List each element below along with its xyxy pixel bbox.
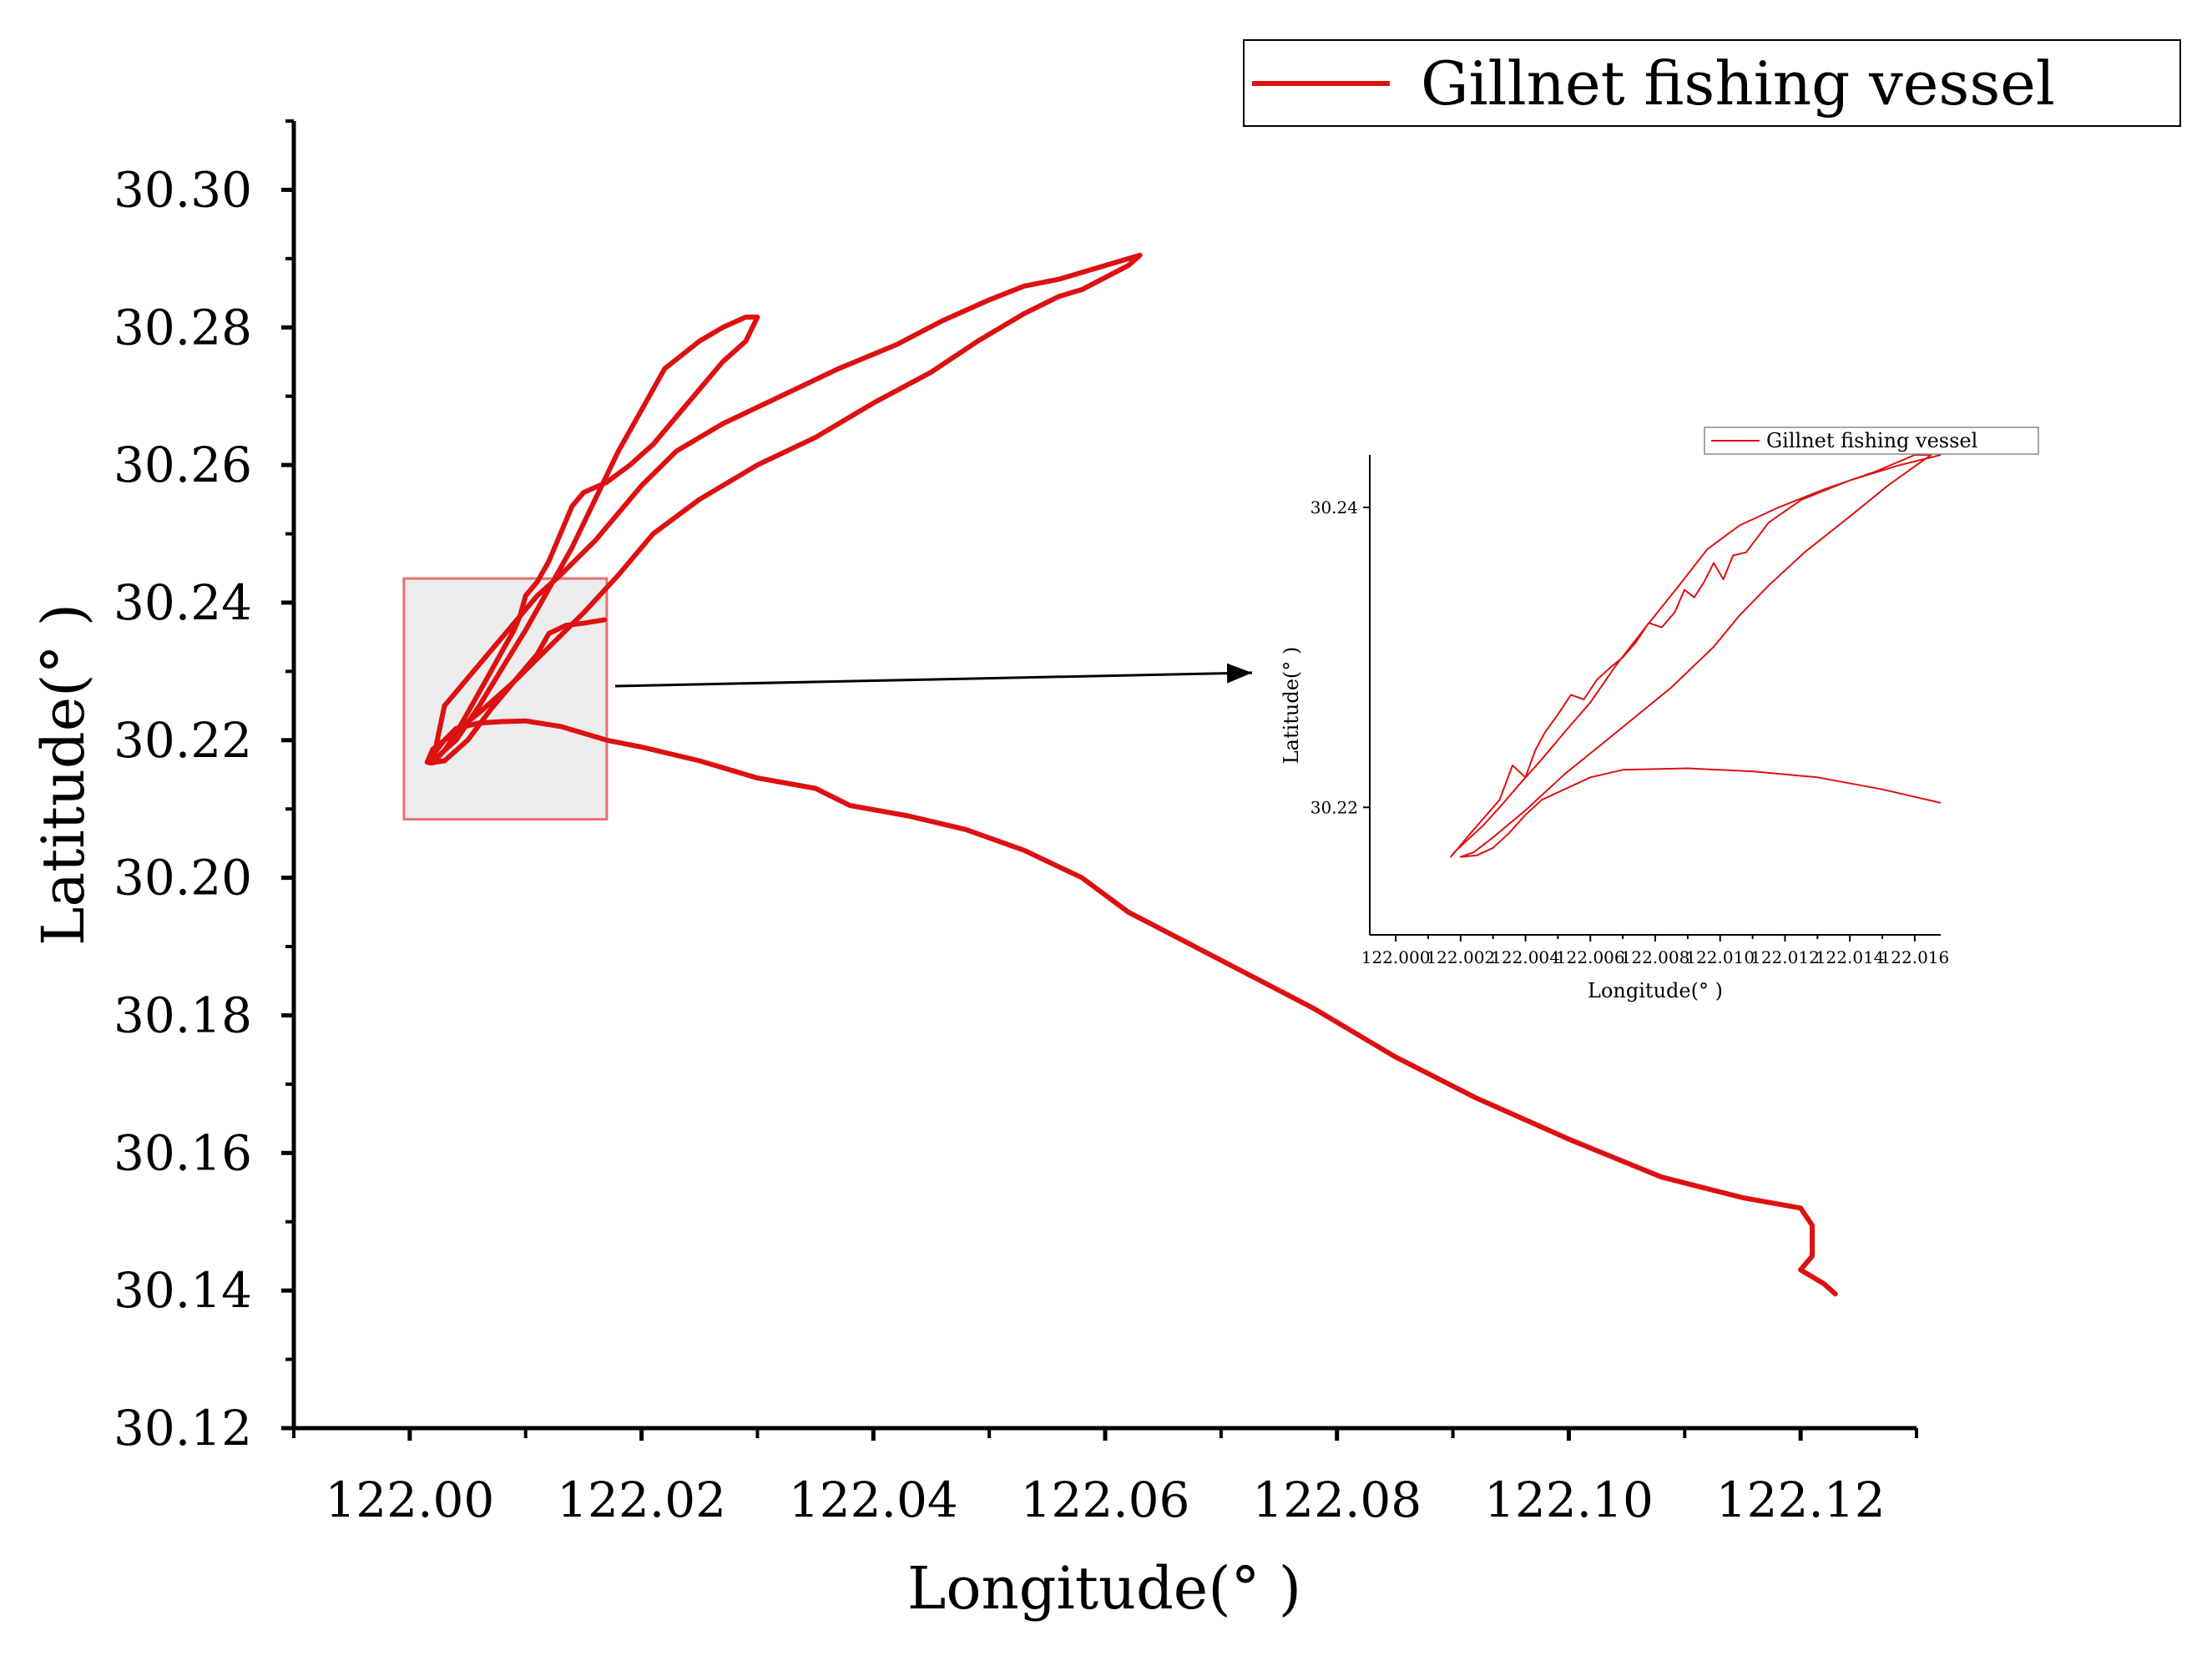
main-y-tick-label: 30.22 [114, 712, 252, 769]
inset-x-tick-label: 122.008 [1621, 947, 1690, 967]
main-legend-label: Gillnet fishing vessel [1421, 48, 2055, 119]
main-x-axis-title: Longitude(° ) [907, 1554, 1301, 1623]
main-y-tick-label: 30.16 [114, 1124, 252, 1181]
main-y-tick-label: 30.20 [114, 850, 252, 906]
inset-legend-box [1704, 427, 2039, 455]
main-y-axis-title: Latitude(° ) [29, 603, 98, 946]
inset-x-tick-label: 122.016 [1881, 947, 1950, 967]
inset-x-axis-title: Longitude(° ) [1588, 979, 1723, 1002]
inset-x-tick-label: 122.004 [1491, 947, 1560, 967]
main-y-tick-label: 30.18 [114, 987, 252, 1043]
main-y-tick-label: 30.30 [114, 161, 252, 218]
main-x-ticks: 122.00 122.02 122.04 122.06 122.08 122.10 122.… [292, 1428, 1918, 1528]
main-y-tick-label: 30.26 [114, 437, 252, 493]
main-y-tick-label: 30.28 [114, 299, 252, 356]
inset-legend-label: Gillnet fishing vessel [1766, 429, 1977, 452]
main-y-ticks: 30.12 30.14 30.16 30.18 30.20 30.22 30.24 30.26… [114, 119, 294, 1457]
main-x-tick-label: 122.10 [1484, 1472, 1654, 1528]
inset-y-tick-label: 30.22 [1311, 797, 1358, 817]
main-x-tick-label: 122.08 [1252, 1472, 1422, 1528]
main-track-line [424, 252, 1838, 1297]
inset-x-ticks: 122.000122.002122.004122.006122.008122.0… [1361, 935, 1950, 967]
inset-x-tick-label: 122.000 [1361, 947, 1431, 967]
inset-y-axis-title: Latitude(° ) [1280, 647, 1303, 765]
zoom-arrow [614, 663, 1253, 688]
main-y-tick-label: 30.24 [114, 574, 252, 631]
main-legend-box [1243, 39, 2181, 127]
main-legend: Gillnet fishing vessel [1243, 39, 2181, 127]
main-y-tick-label: 30.14 [114, 1262, 252, 1319]
main-x-tick-label: 122.06 [1021, 1472, 1190, 1528]
main-y-tick-label: 30.12 [114, 1400, 252, 1457]
inset-y-ticks: 30.22 30.24 [1311, 497, 1370, 817]
main-x-tick-label: 122.00 [325, 1472, 494, 1528]
inset-y-tick-label: 30.24 [1311, 497, 1358, 518]
main-x-tick-label: 122.02 [557, 1472, 726, 1528]
inset-legend: Gillnet fishing vessel [1704, 427, 2039, 455]
inset-x-tick-label: 122.010 [1685, 947, 1755, 967]
main-x-tick-label: 122.04 [789, 1472, 958, 1528]
zoom-region-box [402, 577, 609, 821]
inset-x-tick-label: 122.006 [1556, 947, 1625, 967]
main-x-tick-label: 122.12 [1716, 1472, 1886, 1528]
inset-x-tick-label: 122.014 [1816, 947, 1885, 967]
inset-x-tick-label: 122.002 [1426, 947, 1495, 967]
inset-x-tick-label: 122.012 [1750, 947, 1820, 967]
inset-track-line [1450, 454, 1942, 858]
